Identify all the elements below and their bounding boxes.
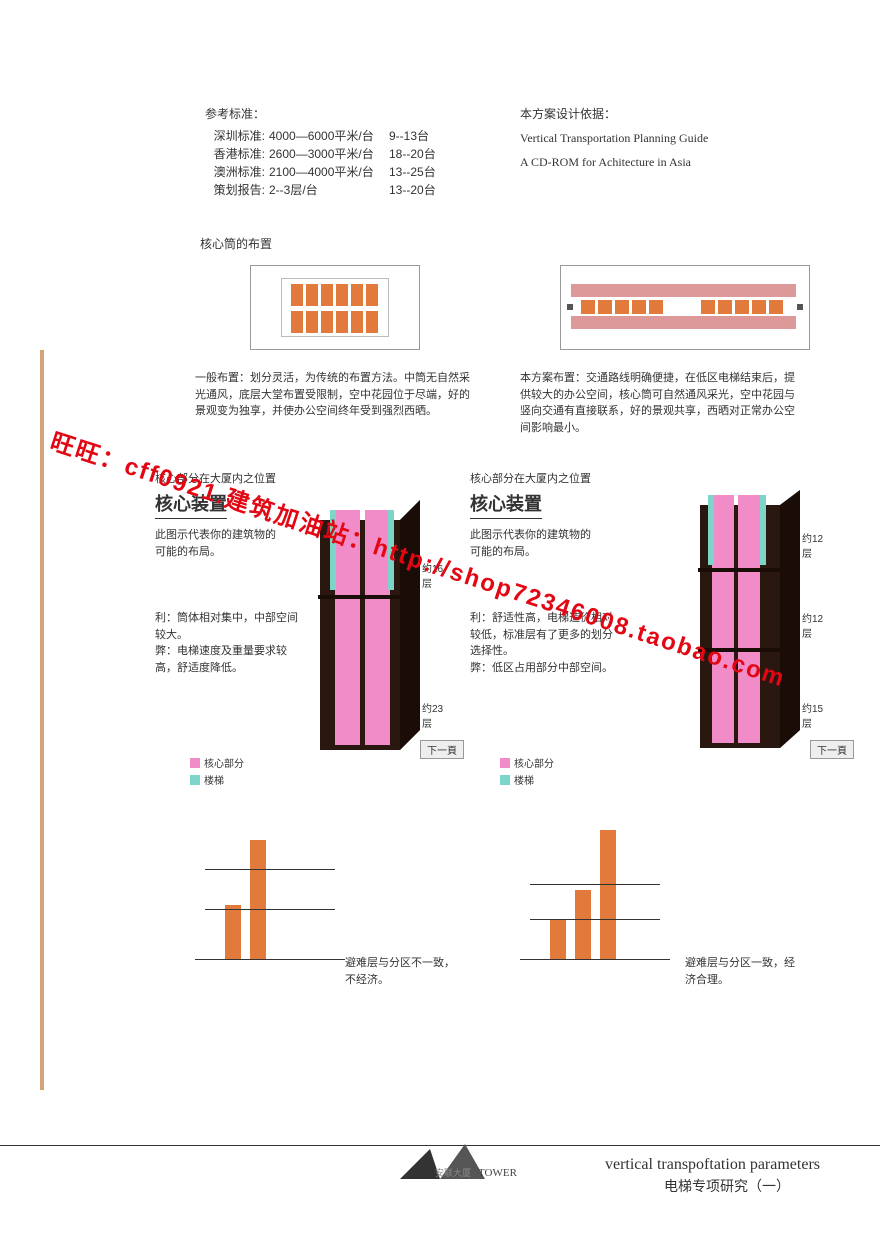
footer-en: vertical transpoftation parameters bbox=[605, 1156, 820, 1174]
design-basis: 本方案设计依据： Vertical Transportation Plannin… bbox=[520, 105, 820, 171]
logo: 安联大厦 TOWER bbox=[390, 1144, 540, 1184]
barchart-aligned bbox=[520, 850, 680, 1000]
proposed-desc: 本方案布置：交通路线明确便捷，在低区电梯结束后，提供较大的办公空间，核心筒可自然… bbox=[520, 370, 800, 436]
ref-row: 澳洲标准:2100—4000平米/台13--25台 bbox=[205, 163, 485, 181]
svg-text:安联大厦: 安联大厦 bbox=[435, 1167, 471, 1178]
design-line2: A CD-ROM for Achitecture in Asia bbox=[520, 153, 820, 171]
barchart-b-desc: 避难层与分区一致，经济合理。 bbox=[685, 955, 805, 988]
tower-option-a: 核心部分在大厦内之位置 核心装置 此图示代表你的建筑物的可能的布局。 bbox=[155, 470, 285, 568]
design-title: 本方案设计依据： bbox=[520, 105, 820, 123]
barchart-misaligned bbox=[195, 850, 355, 1000]
design-line1: Vertical Transportation Planning Guide bbox=[520, 129, 820, 147]
next-button-b[interactable]: 下一頁 bbox=[810, 740, 854, 759]
core-diagram-proposed bbox=[560, 265, 810, 350]
core-diagram-traditional bbox=[250, 265, 420, 350]
tower-b-proscons: 利：舒适性高，电梯造价相对较低，标准层有了更多的划分选择性。弊：低区占用部分中部… bbox=[470, 610, 620, 676]
footer-cn: 电梯专项研究（一） bbox=[664, 1176, 790, 1196]
ref-row: 深圳标准:4000—6000平米/台9--13台 bbox=[205, 127, 485, 145]
barchart-a-desc: 避难层与分区不一致，不经济。 bbox=[345, 955, 465, 988]
next-button-a[interactable]: 下一頁 bbox=[420, 740, 464, 759]
tower-a-proscons: 利：筒体相对集中，中部空间较大。弊：电梯速度及重量要求较高，舒适度降低。 bbox=[155, 610, 305, 676]
legend-b: 核心部分楼梯 bbox=[500, 755, 554, 789]
traditional-desc: 一般布置：划分灵活，为传统的布置方法。中筒无自然采光通风，底层大堂布置受限制，空… bbox=[195, 370, 475, 420]
ref-row: 策划报告:2--3层/台13--20台 bbox=[205, 181, 485, 199]
tower-b-3d: 约12层约12层约15层 bbox=[690, 490, 830, 740]
ref-row: 香港标准:2600—3000平米/台18--20台 bbox=[205, 145, 485, 163]
core-layout-title: 核心筒的布置 bbox=[200, 235, 272, 252]
legend-a: 核心部分楼梯 bbox=[190, 755, 244, 789]
tower-a-3d: 约16层约23层 bbox=[310, 500, 450, 750]
page: 参考标准： 深圳标准:4000—6000平米/台9--13台香港标准:2600—… bbox=[0, 0, 880, 1244]
svg-text:TOWER: TOWER bbox=[478, 1167, 518, 1179]
ref-title: 参考标准： bbox=[205, 105, 485, 123]
accent-bar bbox=[40, 350, 44, 1090]
tower-option-b: 核心部分在大厦内之位置 核心装置 此图示代表你的建筑物的可能的布局。 bbox=[470, 470, 600, 568]
reference-standards: 参考标准： 深圳标准:4000—6000平米/台9--13台香港标准:2600—… bbox=[205, 105, 485, 199]
